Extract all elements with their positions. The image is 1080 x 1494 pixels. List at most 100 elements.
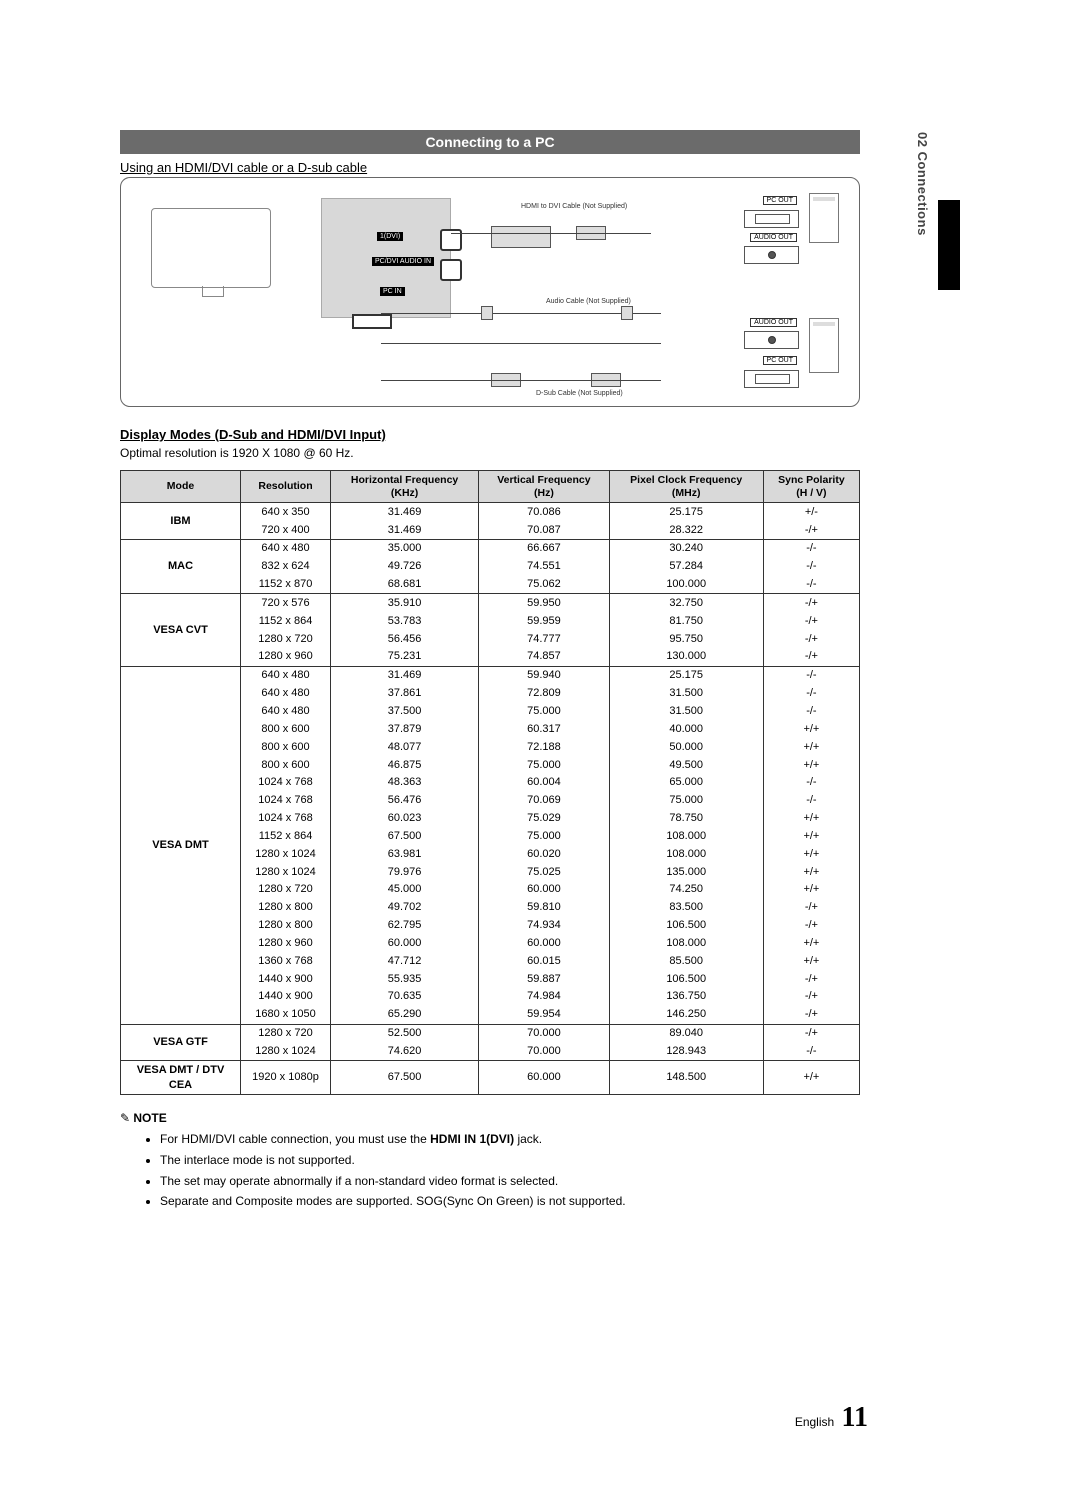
data-cell: -/-	[763, 558, 859, 576]
data-cell: 95.750	[609, 630, 763, 648]
section-header: Connecting to a PC	[120, 130, 860, 154]
note-item: For HDMI/DVI cable connection, you must …	[160, 1131, 860, 1148]
data-cell: 74.934	[479, 917, 609, 935]
page-number: 11	[842, 1402, 868, 1433]
data-cell: 108.000	[609, 934, 763, 952]
note-item: The set may operate abnormally if a non-…	[160, 1173, 860, 1190]
data-cell: 78.750	[609, 810, 763, 828]
data-cell: 60.015	[479, 952, 609, 970]
mode-cell: VESA DMT	[121, 666, 241, 1024]
mode-cell: VESA DMT / DTV CEA	[121, 1061, 241, 1095]
mode-cell: VESA CVT	[121, 594, 241, 666]
data-cell: 65.000	[609, 774, 763, 792]
data-cell: 67.500	[331, 1061, 479, 1095]
data-cell: 1680 x 1050	[241, 1006, 331, 1024]
data-cell: 83.500	[609, 899, 763, 917]
data-cell: 60.317	[479, 720, 609, 738]
data-cell: -/+	[763, 521, 859, 539]
data-cell: 146.250	[609, 1006, 763, 1024]
table-row: MAC640 x 48035.00066.66730.240-/-	[121, 539, 860, 557]
data-cell: 30.240	[609, 539, 763, 557]
data-cell: 59.950	[479, 594, 609, 612]
data-cell: 800 x 600	[241, 756, 331, 774]
data-cell: 128.943	[609, 1043, 763, 1061]
data-cell: 40.000	[609, 720, 763, 738]
data-cell: 49.726	[331, 558, 479, 576]
data-cell: 70.086	[479, 503, 609, 521]
data-cell: +/+	[763, 881, 859, 899]
data-cell: -/+	[763, 1024, 859, 1042]
data-cell: 75.025	[479, 863, 609, 881]
subhead-modes: Display Modes (D-Sub and HDMI/DVI Input)	[120, 427, 860, 442]
data-cell: 55.935	[331, 970, 479, 988]
data-cell: 1280 x 720	[241, 630, 331, 648]
data-cell: 37.500	[331, 702, 479, 720]
data-cell: 28.322	[609, 521, 763, 539]
mode-cell: VESA GTF	[121, 1024, 241, 1061]
data-cell: -/+	[763, 630, 859, 648]
data-cell: 37.861	[331, 685, 479, 703]
data-cell: +/+	[763, 738, 859, 756]
data-cell: 70.000	[479, 1043, 609, 1061]
data-cell: 1024 x 768	[241, 810, 331, 828]
data-cell: 148.500	[609, 1061, 763, 1095]
data-cell: -/+	[763, 594, 859, 612]
data-cell: 100.000	[609, 576, 763, 594]
data-cell: 1280 x 720	[241, 1024, 331, 1042]
connection-diagram: 1(DVI) PC/DVI AUDIO IN PC IN HDMI to DVI…	[120, 177, 860, 407]
data-cell: 49.500	[609, 756, 763, 774]
data-cell: 640 x 350	[241, 503, 331, 521]
data-cell: 72.809	[479, 685, 609, 703]
col-header: Vertical Frequency(Hz)	[479, 471, 609, 503]
data-cell: 48.363	[331, 774, 479, 792]
data-cell: 53.783	[331, 612, 479, 630]
data-cell: 74.777	[479, 630, 609, 648]
data-cell: 31.500	[609, 702, 763, 720]
data-cell: -/-	[763, 774, 859, 792]
data-cell: -/+	[763, 899, 859, 917]
data-cell: 1280 x 800	[241, 899, 331, 917]
data-cell: 1280 x 800	[241, 917, 331, 935]
data-cell: 72.188	[479, 738, 609, 756]
data-cell: -/-	[763, 1043, 859, 1061]
note-item: Separate and Composite modes are support…	[160, 1193, 860, 1210]
data-cell: +/+	[763, 810, 859, 828]
data-cell: -/-	[763, 666, 859, 684]
col-header: Horizontal Frequency(KHz)	[331, 471, 479, 503]
mode-cell: IBM	[121, 503, 241, 540]
page-content: Connecting to a PC Using an HDMI/DVI cab…	[120, 130, 860, 1214]
data-cell: 720 x 400	[241, 521, 331, 539]
data-cell: 67.500	[331, 827, 479, 845]
data-cell: 59.959	[479, 612, 609, 630]
data-cell: 35.910	[331, 594, 479, 612]
data-cell: 70.635	[331, 988, 479, 1006]
data-cell: +/+	[763, 1061, 859, 1095]
data-cell: 130.000	[609, 648, 763, 666]
data-cell: -/+	[763, 648, 859, 666]
data-cell: 60.000	[479, 881, 609, 899]
data-cell: 60.020	[479, 845, 609, 863]
data-cell: 800 x 600	[241, 720, 331, 738]
col-header: Pixel Clock Frequency(MHz)	[609, 471, 763, 503]
data-cell: +/+	[763, 756, 859, 774]
data-cell: 35.000	[331, 539, 479, 557]
data-cell: 60.004	[479, 774, 609, 792]
page-footer: English 11	[795, 1402, 868, 1434]
data-cell: 70.000	[479, 1024, 609, 1042]
data-cell: -/-	[763, 685, 859, 703]
data-cell: 1280 x 960	[241, 648, 331, 666]
data-cell: 75.231	[331, 648, 479, 666]
data-cell: -/-	[763, 539, 859, 557]
data-cell: 25.175	[609, 503, 763, 521]
data-cell: -/+	[763, 970, 859, 988]
data-cell: 640 x 480	[241, 539, 331, 557]
data-cell: 1920 x 1080p	[241, 1061, 331, 1095]
data-cell: 56.456	[331, 630, 479, 648]
data-cell: 1152 x 864	[241, 612, 331, 630]
data-cell: 1360 x 768	[241, 952, 331, 970]
data-cell: 1024 x 768	[241, 774, 331, 792]
data-cell: 32.750	[609, 594, 763, 612]
data-cell: 1280 x 1024	[241, 863, 331, 881]
col-header: Sync Polarity(H / V)	[763, 471, 859, 503]
data-cell: 63.981	[331, 845, 479, 863]
